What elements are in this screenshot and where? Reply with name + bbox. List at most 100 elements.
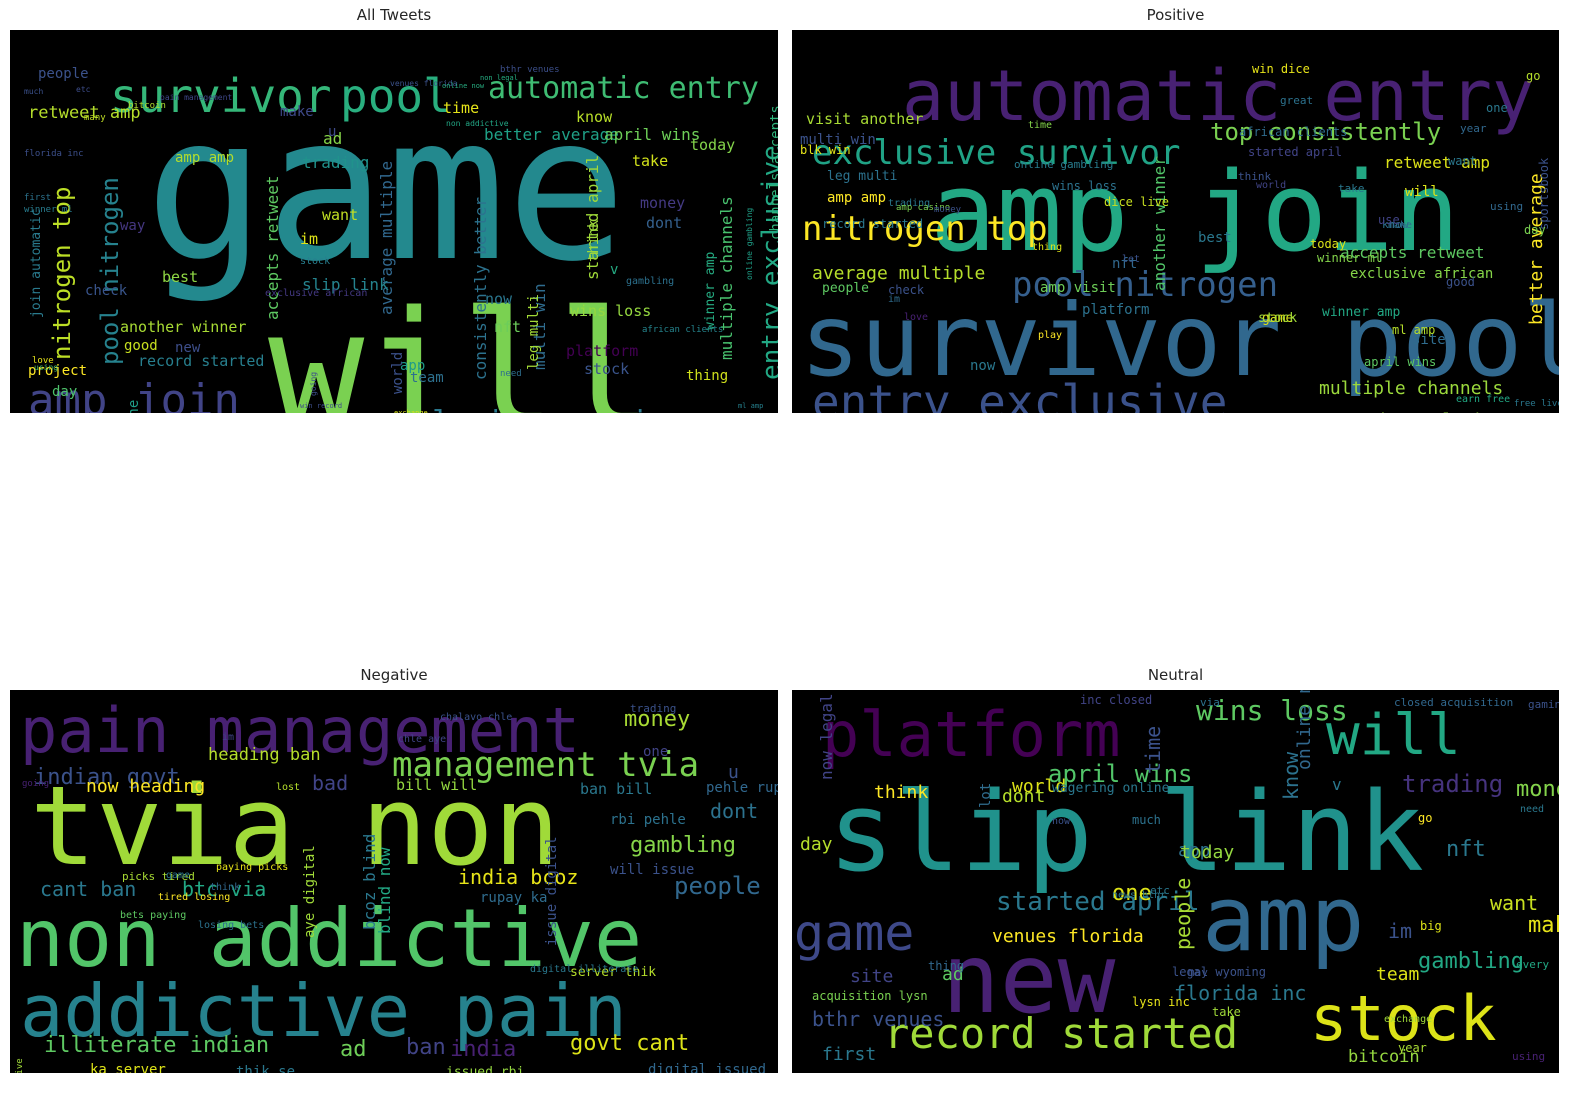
cloud-word: april wins xyxy=(1364,355,1436,369)
cloud-word: year xyxy=(1460,122,1487,135)
cloud-word: want xyxy=(322,206,358,224)
cloud-word: wins loss xyxy=(570,302,651,320)
cloud-word: using xyxy=(1490,200,1523,213)
wordcloud-positive: automatic entry amp join survivor pool excl… xyxy=(792,30,1559,413)
cloud-word: chle aye xyxy=(398,734,446,745)
cloud-word: bill will xyxy=(396,776,477,794)
cloud-word: leg multi xyxy=(827,169,897,184)
cloud-word: now legal xyxy=(817,693,836,780)
cloud-word: exclusive african xyxy=(1350,266,1493,282)
cloud-word: indian govt xyxy=(34,765,180,790)
cloud-word: issued rbi xyxy=(446,1065,524,1073)
cloud-word: rupay ka xyxy=(480,890,547,906)
cloud-word: ad xyxy=(942,964,964,985)
cloud-word: ban bill xyxy=(580,780,652,798)
cloud-word: time xyxy=(1141,726,1165,774)
cloud-word: pain management xyxy=(160,93,232,102)
cloud-word: ml amp xyxy=(1392,323,1435,337)
cloud-word: time xyxy=(443,99,479,117)
cloud-word: one xyxy=(126,400,142,413)
cloud-word: nitrogen top xyxy=(802,209,1048,249)
cloud-word: im xyxy=(1388,919,1412,943)
cloud-word: pool nitrogen xyxy=(1012,265,1278,305)
cloud-word: trading xyxy=(302,153,369,172)
cloud-word: florida inc xyxy=(1174,981,1306,1005)
cloud-word: trading xyxy=(1402,770,1503,798)
cloud-word: winner amp xyxy=(1322,305,1400,320)
cloud-word: started april xyxy=(996,887,1200,917)
cloud-word: ad xyxy=(340,1037,367,1062)
cloud-word: rbi pehle xyxy=(610,812,686,828)
cloud-word: day xyxy=(800,834,833,855)
cloud-word: make xyxy=(1388,220,1412,231)
cloud-word: bad xyxy=(312,771,348,795)
cloud-word: v xyxy=(1332,775,1342,794)
cloud-word: multiple channels xyxy=(717,196,736,360)
cloud-word: bitcoin xyxy=(1348,1047,1420,1067)
cloud-word: news bthr xyxy=(1112,890,1166,901)
cloud-word: venues florida xyxy=(992,926,1144,947)
cloud-word: think xyxy=(1238,170,1271,183)
cloud-word: money xyxy=(934,205,962,215)
cloud-word: bets paying xyxy=(120,910,186,921)
cloud-word: entry exclusive xyxy=(757,145,778,380)
cloud-word: stock xyxy=(584,360,629,378)
cloud-word: join automatic xyxy=(29,208,44,318)
cloud-word: lysn inc xyxy=(1132,995,1190,1009)
cloud-word: non addictive xyxy=(446,119,509,128)
cloud-word: record started xyxy=(884,1009,1238,1058)
cloud-word: top consistently xyxy=(1210,118,1441,146)
cloud-word: multi win xyxy=(530,283,549,370)
cloud-word: take xyxy=(632,152,668,170)
cloud-word: non legal xyxy=(480,74,518,82)
cloud-word: today xyxy=(690,136,735,154)
cloud-word: stock xyxy=(1310,982,1497,1055)
cloud-word: blk win xyxy=(800,143,851,157)
cloud-word: take xyxy=(1212,1005,1241,1019)
cloud-word: need xyxy=(1520,804,1544,815)
cloud-word: much xyxy=(24,87,43,96)
cloud-word: digital illiterate xyxy=(530,964,638,975)
cloud-word: dice live xyxy=(1104,195,1169,209)
cloud-word: team xyxy=(1376,964,1419,985)
cloud-word: thing xyxy=(928,959,964,973)
cloud-word: bitcoin xyxy=(128,101,166,111)
cloud-word: people xyxy=(822,281,869,296)
cloud-word: great xyxy=(1280,94,1313,107)
cloud-word: money xyxy=(624,707,690,732)
cloud-word: people xyxy=(1171,878,1195,950)
cloud-word: one xyxy=(1112,881,1152,906)
cloud-word: exchange xyxy=(1384,1014,1432,1025)
cloud-word: site xyxy=(1412,332,1446,348)
cloud-word: bthr venues xyxy=(812,1007,944,1031)
cloud-word: via xyxy=(1200,696,1220,709)
cloud-word: thing xyxy=(686,368,728,384)
cloud-word: automatic entry xyxy=(488,71,759,106)
cloud-word: exclusive survivor xyxy=(378,405,703,413)
cloud-word: illiterate indian xyxy=(44,1033,269,1058)
cloud-word: app xyxy=(400,358,425,374)
cloud-word: started april xyxy=(1248,145,1342,159)
cloud-word: stock xyxy=(300,256,330,267)
cloud-word: online now xyxy=(1294,690,1315,770)
cloud-word: winner amp xyxy=(703,252,718,330)
cloud-word: u xyxy=(728,762,739,783)
cloud-word: every xyxy=(1516,958,1549,971)
cloud-word: dont xyxy=(646,214,682,232)
cloud-word: btc via xyxy=(182,877,266,901)
cloud-word: want xyxy=(1448,154,1477,168)
cloud-word: channels accepts xyxy=(768,105,778,240)
cloud-word: etc xyxy=(76,85,91,94)
cloud-word: management tvia xyxy=(392,745,699,785)
cloud-word: make xyxy=(280,104,314,120)
cloud-word: today xyxy=(1180,842,1234,863)
cloud-word: inc closed xyxy=(1080,693,1152,707)
cloud-word: win record xyxy=(300,402,342,410)
cloud-word: take xyxy=(1338,182,1365,195)
cloud-word: exclusive african xyxy=(265,288,367,299)
cloud-word: etc xyxy=(1150,884,1170,897)
cloud-word: survivor xyxy=(110,69,332,123)
cloud-word: people xyxy=(674,872,761,900)
cloud-word: one xyxy=(1486,101,1508,115)
